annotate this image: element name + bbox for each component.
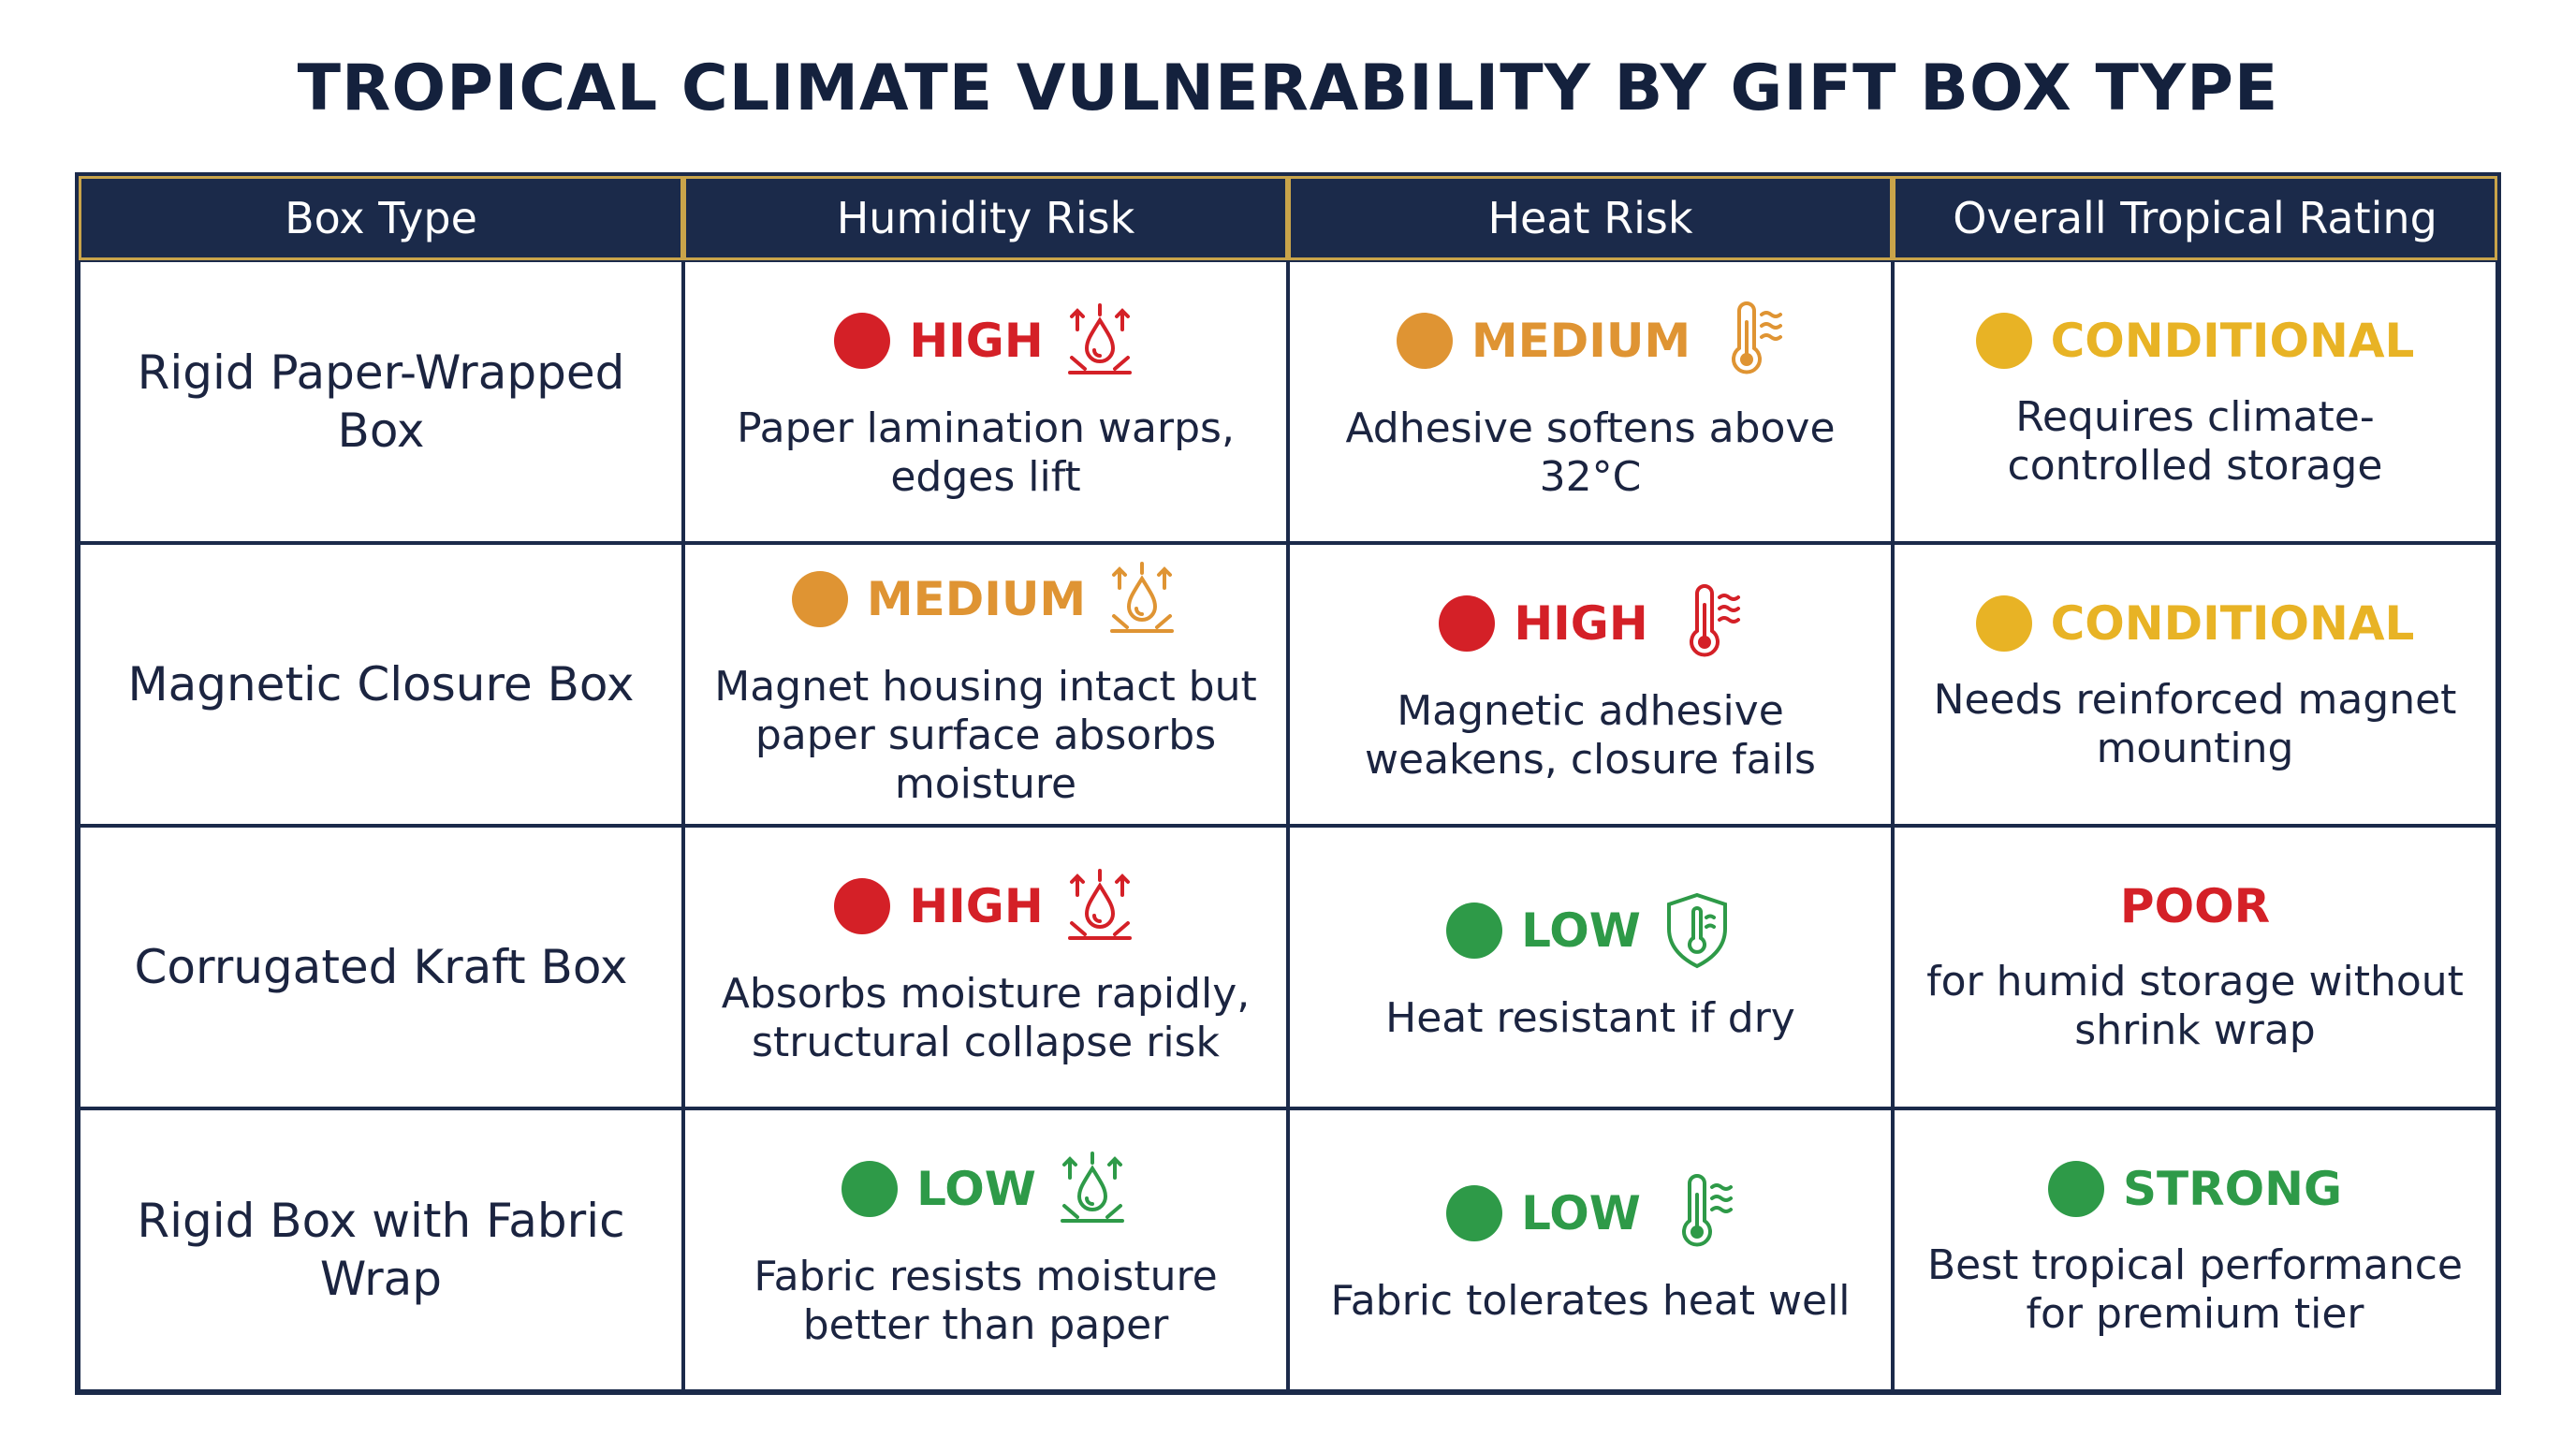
rating-cell: HIGH Absorbs moisture rapidly, structural…: [683, 826, 1288, 1108]
box-type-cell: Rigid Paper-Wrapped Box: [79, 260, 683, 543]
status-dot: [2047, 1161, 2104, 1217]
box-type-cell: Rigid Box with Fabric Wrap: [79, 1108, 683, 1391]
note: Fabric tolerates heat well: [1330, 1277, 1851, 1325]
column-header: Box Type: [79, 176, 683, 260]
rating: MEDIUM: [1471, 314, 1691, 368]
rating-cell: MEDIUM Magnet housing intact but paper su…: [683, 543, 1288, 826]
note: Best tropical performance for premium ti…: [1926, 1241, 2464, 1338]
rating-line: CONDITIONAL: [1975, 313, 2415, 369]
note: for humid storage without shrink wrap: [1926, 958, 2464, 1054]
rating-cell: LOW Fabric tolerates heat well: [1288, 1108, 1893, 1391]
box-type: Rigid Box with Fabric Wrap: [137, 1194, 625, 1306]
icon: [1110, 562, 1175, 633]
rating-cell: CONDITIONAL Requires climate-controlled s…: [1893, 260, 2497, 543]
status-dot: [842, 1161, 899, 1217]
note: Paper lamination warps, edges lift: [737, 404, 1235, 501]
rating: LOW: [916, 1162, 1036, 1216]
rating: LOW: [1521, 1186, 1641, 1240]
rating-cell: MEDIUM Adhesive softens above 32°C: [1288, 260, 1893, 543]
column-header: Heat Risk: [1288, 176, 1893, 260]
rating-line: POOR: [2120, 879, 2270, 933]
rating-line: HIGH: [1439, 584, 1741, 663]
note: Magnetic adhesive weakens, closure fails: [1365, 687, 1816, 784]
table: Box Type Humidity Risk Heat Risk Overall Tr…: [75, 172, 2501, 1395]
status-dot: [1439, 595, 1496, 652]
rating: HIGH: [909, 879, 1044, 933]
rating-line: LOW: [1446, 1174, 1734, 1253]
note: Fabric resists moisture better than pape…: [754, 1253, 1218, 1349]
box-type: Corrugated Kraft Box: [134, 940, 628, 994]
rating: CONDITIONAL: [2050, 314, 2415, 368]
rating-line: HIGH: [834, 867, 1136, 946]
status-dot: [1446, 1185, 1503, 1241]
column-header: Overall Tropical Rating: [1893, 176, 2497, 260]
icon: [1681, 1174, 1733, 1247]
rating: POOR: [2119, 879, 2271, 933]
status-dot: [1975, 595, 2032, 652]
icon: [1060, 1152, 1124, 1223]
rating-cell: LOW Heat resistant if dry: [1288, 826, 1893, 1108]
rating-line: MEDIUM: [1396, 301, 1784, 380]
rating-cell: LOW Fabric resists moisture better than p…: [683, 1108, 1288, 1391]
note: Heat resistant if dry: [1385, 994, 1795, 1042]
status-dot: [791, 571, 848, 627]
icon: [1732, 301, 1783, 374]
status-dot: [1975, 313, 2032, 369]
rating-cell: STRONG Best tropical performance for prem…: [1893, 1108, 2497, 1391]
rating-cell: HIGH Paper lamination warps, edges lift: [683, 260, 1288, 543]
note: Needs reinforced magnet mounting: [1933, 676, 2457, 772]
icon: [1689, 584, 1740, 657]
status-dot: [1446, 902, 1503, 959]
icon: [1067, 303, 1132, 374]
rating-line: LOW: [1446, 891, 1734, 970]
rating-line: MEDIUM: [791, 560, 1179, 638]
note: Requires climate-controlled storage: [2007, 393, 2383, 490]
rating-line: CONDITIONAL: [1975, 595, 2415, 652]
rating: LOW: [1521, 903, 1641, 958]
rating-line: STRONG: [2047, 1161, 2342, 1217]
rating-cell: HIGH Magnetic adhesive weakens, closure f…: [1288, 543, 1893, 826]
rating-line: LOW: [842, 1150, 1130, 1228]
note: Adhesive softens above 32°C: [1345, 404, 1836, 501]
status-dot: [834, 878, 891, 934]
title: TROPICAL CLIMATE VULNERABILITY BY GIFT B…: [297, 51, 2279, 125]
rating: STRONG: [2122, 1162, 2342, 1216]
rating-cell: CONDITIONAL Needs reinforced magnet mount…: [1893, 543, 2497, 826]
box-type: Rigid Paper-Wrapped Box: [137, 345, 625, 458]
status-dot: [1396, 313, 1453, 369]
box-type-cell: Corrugated Kraft Box: [79, 826, 683, 1108]
rating: MEDIUM: [866, 572, 1087, 626]
note: Magnet housing intact but paper surface …: [714, 663, 1257, 808]
column-header: Humidity Risk: [683, 176, 1288, 260]
box-type: Magnetic Closure Box: [127, 657, 635, 712]
rating-cell: POOR for humid storage without shrink wra…: [1893, 826, 2497, 1108]
box-type-cell: Magnetic Closure Box: [79, 543, 683, 826]
rating: CONDITIONAL: [2050, 596, 2415, 651]
icon: [1666, 892, 1727, 969]
note: Absorbs moisture rapidly, structural col…: [721, 970, 1251, 1066]
rating: HIGH: [1514, 596, 1648, 651]
icon: [1067, 869, 1132, 940]
status-dot: [834, 313, 891, 369]
rating-line: HIGH: [834, 301, 1136, 380]
rating: HIGH: [909, 314, 1044, 368]
